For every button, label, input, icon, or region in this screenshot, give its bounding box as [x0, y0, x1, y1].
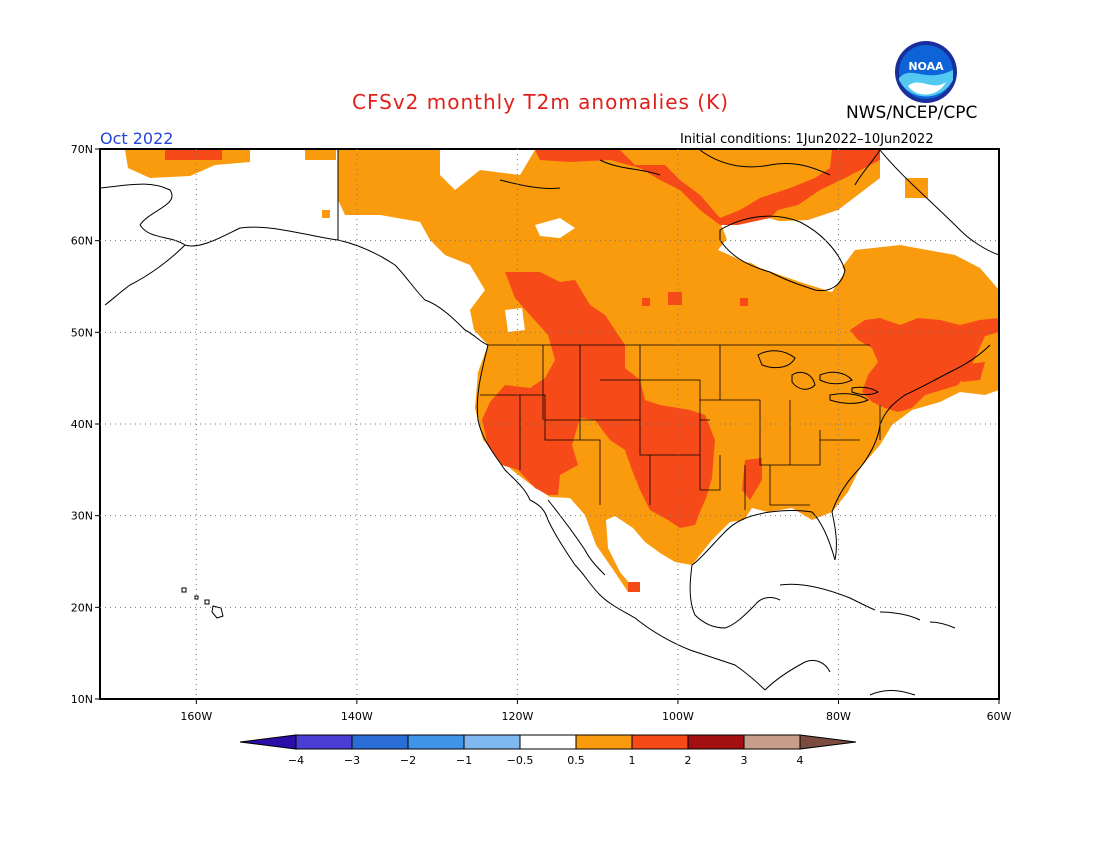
anomaly-region-0-5-to-1: [338, 150, 999, 592]
anomaly-field: [125, 150, 999, 592]
anomaly-region-1-to-2: [165, 150, 222, 160]
lat-tick-label: 20N: [71, 601, 93, 614]
lon-tick-label: 80W: [826, 710, 851, 723]
noaa-logo-icon: NOAA: [895, 41, 957, 103]
anomaly-region-1-to-2: [535, 150, 880, 225]
lat-lon-grid: [100, 149, 999, 699]
lon-tick-label: 100W: [662, 710, 694, 723]
map-title: CFSv2 monthly T2m anomalies (K): [352, 90, 729, 114]
colorbar-tick-label: −1: [456, 754, 472, 767]
colorbar-tick-label: 1: [629, 754, 636, 767]
lat-tick-label: 10N: [71, 693, 93, 706]
lon-tick-label: 120W: [501, 710, 533, 723]
agency-label: NWS/NCEP/CPC: [846, 103, 978, 123]
colorbar-segment: [351, 734, 409, 750]
colorbar-segment: [519, 734, 577, 750]
colorbar-tick-label: −0.5: [507, 754, 534, 767]
anomaly-region-1-to-2: [628, 582, 640, 592]
anomaly-region-1-to-2: [740, 298, 748, 306]
colorbar-segment: [799, 734, 857, 750]
coastlines: [100, 149, 999, 696]
lat-tick-label: 30N: [71, 510, 93, 523]
forecast-period: Oct 2022: [100, 129, 174, 148]
colorbar-tick-label: 4: [797, 754, 804, 767]
lat-tick-label: 50N: [71, 326, 93, 339]
anomaly-region-1-to-2: [482, 272, 715, 528]
anomaly-region-1-to-2: [668, 292, 682, 305]
colorbar-segment: [239, 734, 297, 750]
anomaly-region-1-to-2: [960, 362, 985, 382]
colorbar-segment: [463, 734, 521, 750]
colorbar-segment: [407, 734, 465, 750]
anomaly-region-1-to-2: [850, 318, 999, 412]
initial-conditions: Initial conditions: 1Jun2022–10Jun2022: [680, 132, 934, 147]
colorbar-segment: [687, 734, 745, 750]
anomaly-region-0-5-to-1: [305, 150, 336, 160]
colorbar-tick-label: 0.5: [567, 754, 585, 767]
lat-tick-label: 60N: [71, 235, 93, 248]
political-borders: [480, 344, 881, 510]
colorbar-tick-label: −3: [344, 754, 360, 767]
logo-text: NOAA: [908, 60, 944, 73]
colorbar-tick-label: −2: [400, 754, 416, 767]
color-scale-legend: −4 −3 −2 −1 −0.5 0.5 1 2 3 4: [239, 734, 857, 767]
anomaly-region-1-to-2: [742, 458, 762, 500]
anomaly-region-1-to-2: [548, 300, 565, 315]
anomaly-region-0-5-to-1: [322, 210, 330, 218]
colorbar-tick-label: 2: [685, 754, 692, 767]
lon-tick-label: 160W: [180, 710, 212, 723]
axis-labels: 160W 140W 120W 100W 80W 60W 70N 60N 50N 40N 30N 20N…: [71, 143, 1012, 723]
anomaly-region-1-to-2: [642, 298, 650, 306]
colorbar-segment: [631, 734, 689, 750]
colorbar-segment: [575, 734, 633, 750]
colorbar-tick-label: −4: [288, 754, 304, 767]
colorbar-tick-label: 3: [741, 754, 748, 767]
colorbar-segment: [295, 734, 353, 750]
lat-tick-label: 70N: [71, 143, 93, 156]
colorbar-segment: [743, 734, 801, 750]
lon-tick-label: 140W: [341, 710, 373, 723]
lat-tick-label: 40N: [71, 418, 93, 431]
lon-tick-label: 60W: [987, 710, 1012, 723]
